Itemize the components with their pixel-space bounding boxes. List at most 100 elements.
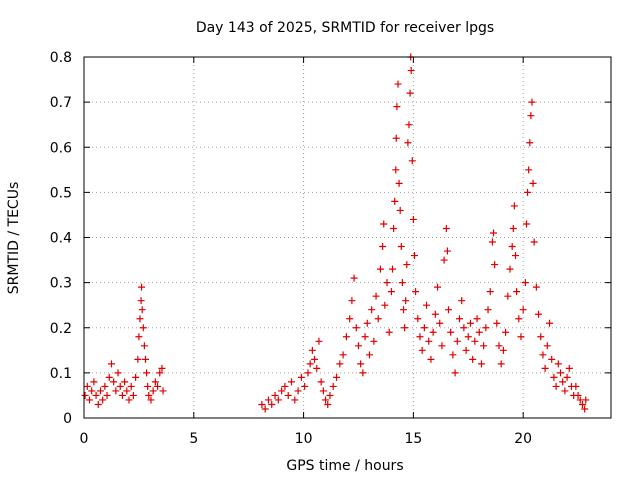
data-point [370,337,378,345]
y-tick-label: 0.4 [50,231,72,247]
data-point [491,261,499,269]
data-point [127,382,135,390]
data-point [352,324,360,332]
data-point [363,319,371,327]
data-point [145,391,153,399]
data-point [443,247,451,255]
data-point [410,252,418,260]
data-point [313,364,321,372]
data-point [125,396,133,404]
data-point [288,378,296,386]
data-point [379,243,387,251]
data-point [477,360,485,368]
data-point [462,346,470,354]
data-point [449,351,457,359]
data-point [99,396,107,404]
data-point [301,382,309,390]
data-point [138,283,146,291]
y-tick-label: 0 [63,411,72,427]
data-point [315,337,323,345]
data-point [391,197,399,205]
x-axis-label: GPS time / hours [286,458,403,474]
data-point [482,324,490,332]
data-point [497,360,505,368]
data-point [521,279,529,287]
data-point [129,391,137,399]
data-point [389,265,397,273]
data-point [524,188,532,196]
data-point [517,333,525,341]
data-point [137,297,145,305]
data-point [294,387,302,395]
data-point [453,337,461,345]
data-point [132,373,140,381]
data-point [385,328,393,336]
data-point [423,301,431,309]
data-point [392,166,400,174]
data-point [429,328,437,336]
data-point [502,328,510,336]
data-point [440,256,448,264]
data-point [85,396,93,404]
data-point [508,243,516,251]
y-tick-label: 0.6 [50,140,72,156]
data-point [306,360,314,368]
data-point [322,396,330,404]
data-point [326,391,334,399]
data-point [409,215,417,223]
y-tick-label: 0.8 [50,50,72,66]
data-point [548,355,556,363]
data-point [556,369,564,377]
y-tick-label: 0.7 [50,95,72,111]
data-point [94,400,102,408]
data-point [416,333,424,341]
data-point [346,315,354,323]
data-point [447,328,455,336]
data-point [154,382,162,390]
data-point [406,89,414,97]
data-point [143,369,151,377]
data-point [268,400,276,408]
data-point [308,346,316,354]
data-point [304,369,312,377]
data-point [528,98,536,106]
data-point [511,252,519,260]
data-point [96,387,104,395]
data-point [425,337,433,345]
data-point [414,315,422,323]
data-point [374,315,382,323]
data-point [546,319,554,327]
data-point [451,369,459,377]
y-axis-label: SRMTID / TECUs [6,182,22,295]
data-point [488,238,496,246]
data-point [90,378,98,386]
data-point [509,224,517,232]
data-point [394,80,402,88]
data-point [458,297,466,305]
data-point [319,387,327,395]
data-point [399,306,407,314]
data-point [368,306,376,314]
data-point [390,224,398,232]
data-point [460,324,468,332]
data-point [563,373,571,381]
data-point [455,315,463,323]
data-point [543,342,551,350]
data-point [311,355,319,363]
y-tick-labels: 0 0.1 0.2 0.3 0.4 0.5 0.6 0.7 0.8 [50,50,72,427]
data-point [342,333,350,341]
data-point [110,378,118,386]
data-point [408,157,416,165]
data-point [339,351,347,359]
data-point [436,319,444,327]
data-point [121,378,129,386]
data-point [359,369,367,377]
data-points [81,53,590,413]
data-point [261,405,269,413]
data-point [135,333,143,341]
x-tick-label: 10 [295,431,313,447]
data-point [475,328,483,336]
data-point [506,265,514,273]
data-point [381,301,389,309]
